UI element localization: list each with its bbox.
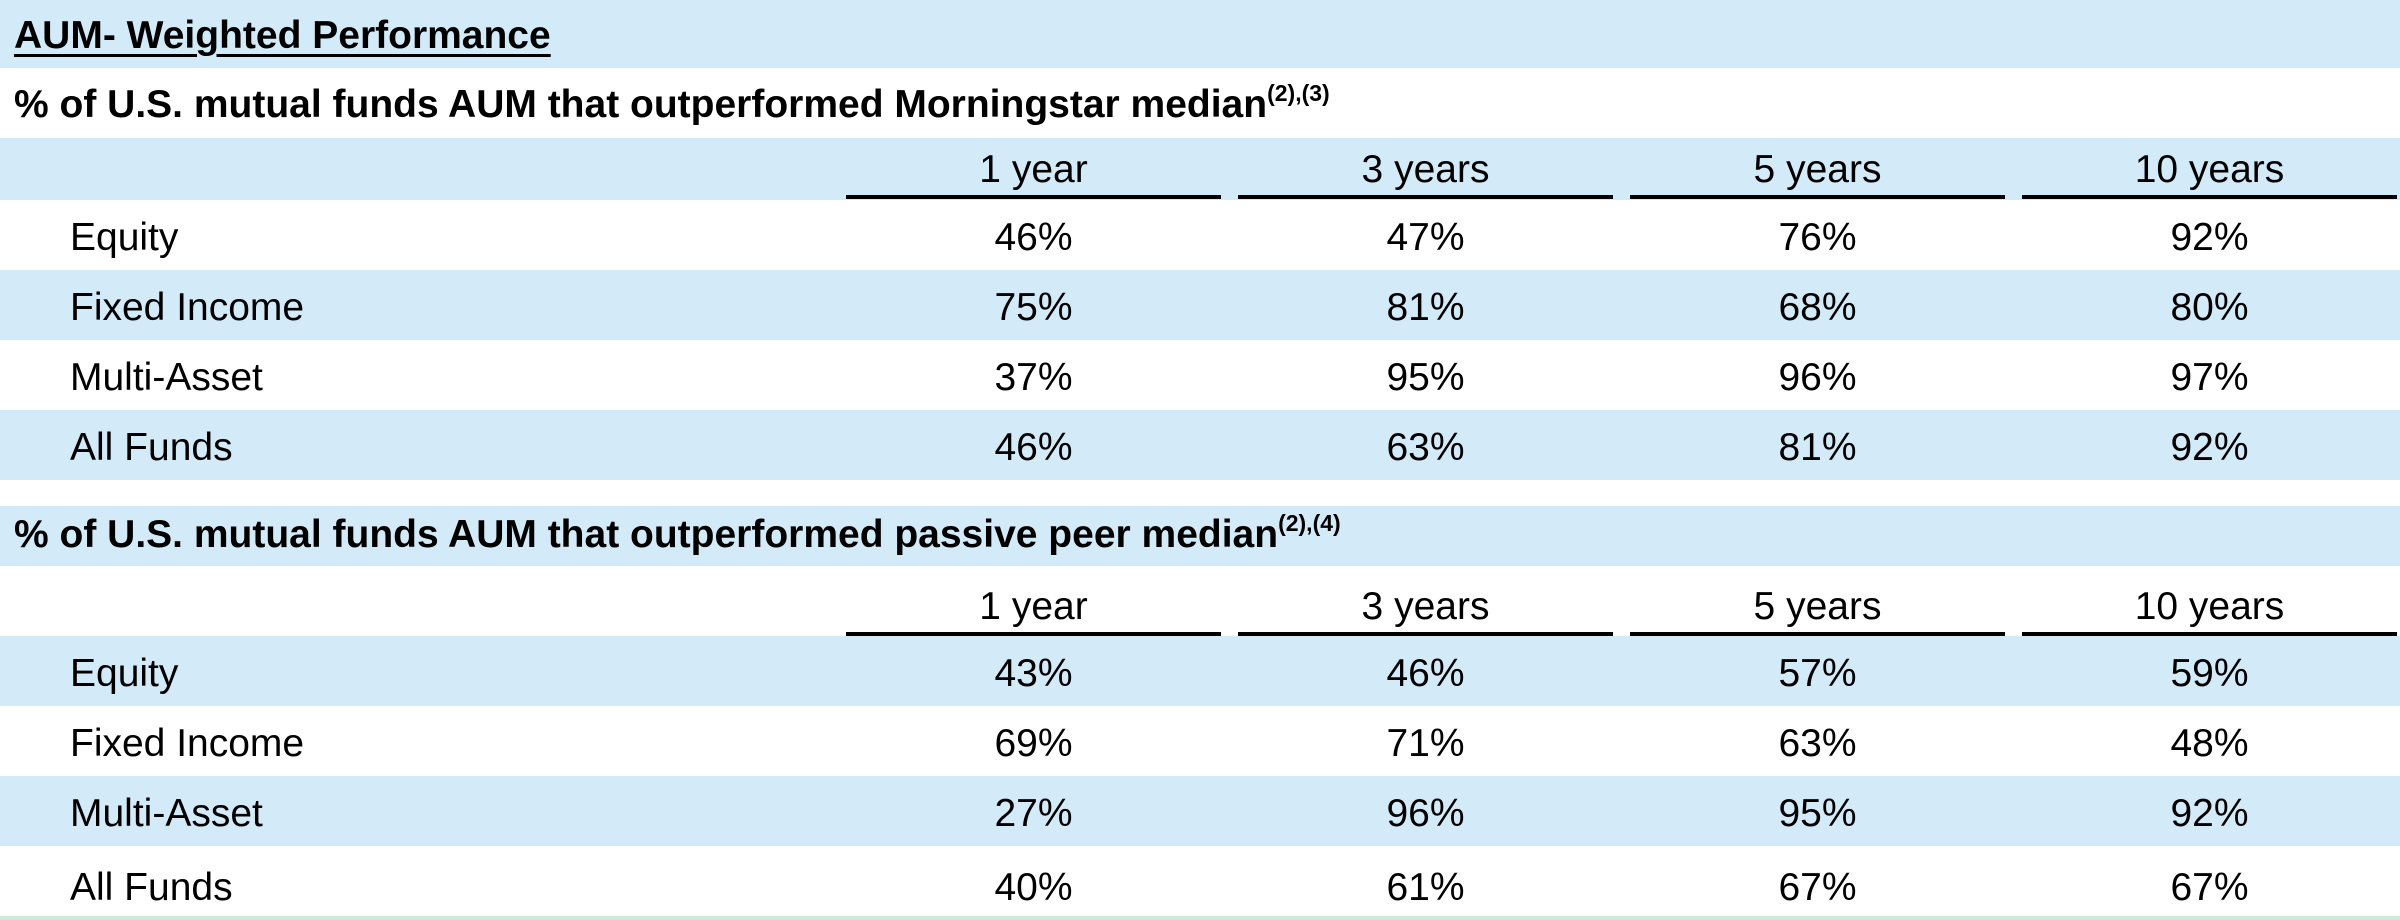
row-label-equity: Equity [70, 652, 179, 695]
table-cell: 43% [994, 652, 1073, 695]
s1-row-band [0, 270, 2400, 340]
column-header-10-years: 10 years [2022, 141, 2397, 199]
row-label-equity: Equity [70, 216, 179, 259]
row-label-multi-asset: Multi-Asset [70, 356, 263, 399]
table-cell: 27% [994, 792, 1073, 835]
table-cell: 96% [1386, 792, 1465, 835]
row-label-all-funds: All Funds [70, 426, 233, 469]
column-header-5-years: 5 years [1630, 141, 2005, 199]
section-heading-morningstar: % of U.S. mutual funds AUM that outperfo… [14, 80, 1330, 126]
table-cell: 63% [1386, 426, 1465, 469]
table-cell: 63% [1778, 722, 1857, 765]
column-header-3-years: 3 years [1238, 141, 1613, 199]
column-header-5-years: 5 years [1630, 578, 2005, 636]
table-cell: 92% [2170, 216, 2249, 259]
table-cell: 59% [2170, 652, 2249, 695]
table-cell: 46% [994, 216, 1073, 259]
s2-row-band [0, 636, 2400, 706]
table-cell: 92% [2170, 792, 2249, 835]
row-label-fixed-income: Fixed Income [70, 722, 305, 765]
s2-row-band [0, 776, 2400, 846]
table-cell: 95% [1386, 356, 1465, 399]
table-cell: 47% [1386, 216, 1465, 259]
column-header-1-year: 1 year [846, 141, 1221, 199]
table-cell: 61% [1386, 866, 1465, 909]
row-label-all-funds: All Funds [70, 866, 233, 909]
table-cell: 95% [1778, 792, 1857, 835]
table-cell: 71% [1386, 722, 1465, 765]
table-cell: 40% [994, 866, 1073, 909]
page-title: AUM- Weighted Performance [14, 14, 551, 57]
section-heading-passive-peer: % of U.S. mutual funds AUM that outperfo… [14, 510, 1341, 556]
row-label-fixed-income: Fixed Income [70, 286, 305, 329]
table-cell: 46% [994, 426, 1073, 469]
table-cell: 69% [994, 722, 1073, 765]
footnote-ref: (2),(3) [1267, 80, 1330, 106]
table-cell: 37% [994, 356, 1073, 399]
s1-row-band [0, 410, 2400, 480]
bottom-rule [0, 916, 2400, 920]
table-cell: 96% [1778, 356, 1857, 399]
table-cell: 48% [2170, 722, 2249, 765]
footnote-ref: (2),(4) [1278, 510, 1341, 536]
table-cell: 76% [1778, 216, 1857, 259]
table-cell: 81% [1778, 426, 1857, 469]
table-cell: 68% [1778, 286, 1857, 329]
table-cell: 46% [1386, 652, 1465, 695]
s2-title-band [0, 506, 2400, 566]
s1-header-band [0, 138, 2400, 200]
table-cell: 57% [1778, 652, 1857, 695]
table-cell: 92% [2170, 426, 2249, 469]
table-cell: 67% [2170, 866, 2249, 909]
column-header-3-years: 3 years [1238, 578, 1613, 636]
table-cell: 81% [1386, 286, 1465, 329]
table-cell: 97% [2170, 356, 2249, 399]
row-label-multi-asset: Multi-Asset [70, 792, 263, 835]
column-header-1-year: 1 year [846, 578, 1221, 636]
table-cell: 67% [1778, 866, 1857, 909]
title-band [0, 0, 2400, 68]
column-header-10-years: 10 years [2022, 578, 2397, 636]
table-cell: 80% [2170, 286, 2249, 329]
table-cell: 75% [994, 286, 1073, 329]
